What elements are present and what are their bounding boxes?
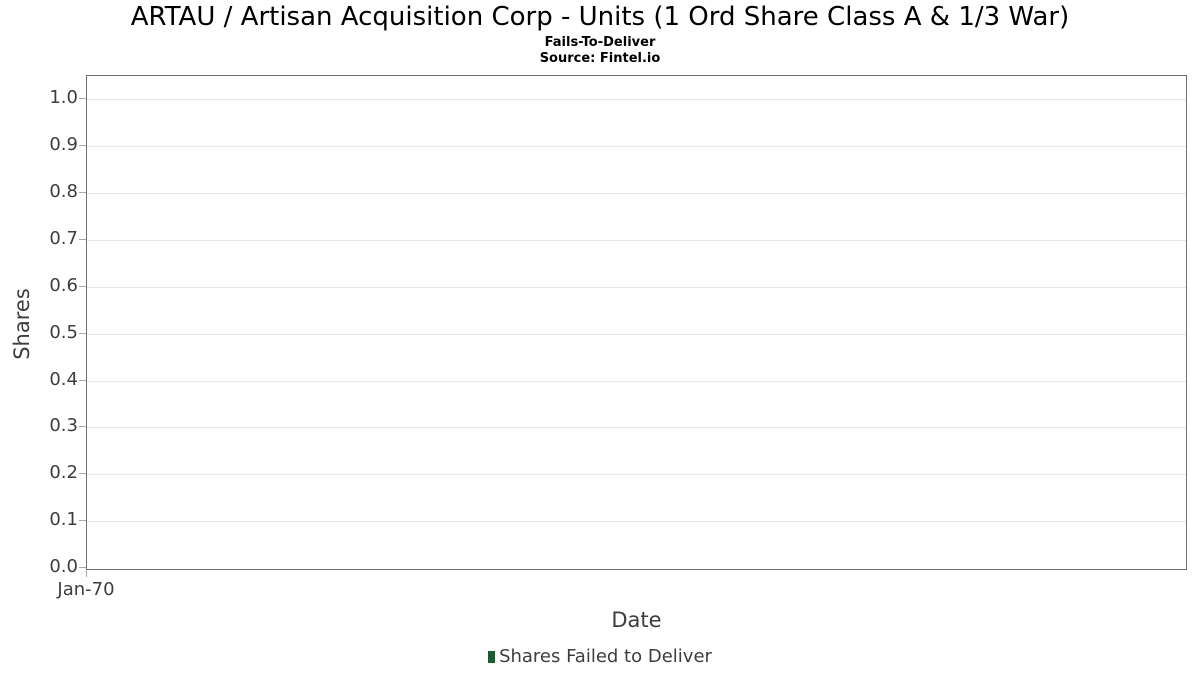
y-tick-mark-1.0 xyxy=(79,98,86,100)
gridline-y-1.0 xyxy=(87,99,1186,101)
y-tick-mark-0.3 xyxy=(79,426,86,428)
y-tick-label-0.4: 0.4 xyxy=(49,368,78,390)
y-tick-label-0.9: 0.9 xyxy=(49,134,78,156)
y-tick-label-0.0: 0.0 xyxy=(49,556,78,577)
y-tick-mark-0.5 xyxy=(79,332,86,334)
y-tick-mark-0.7 xyxy=(79,239,86,240)
y-tick-label-0.5: 0.5 xyxy=(49,321,78,343)
y-tick-label-0.8: 0.8 xyxy=(49,181,78,203)
y-tick-label-1.0: 1.0 xyxy=(49,87,78,109)
gridline-y-0.1 xyxy=(87,521,1186,523)
legend-series-label: Shares Failed to Deliver xyxy=(499,646,712,667)
y-tick-label-0.7: 0.7 xyxy=(49,228,78,249)
gridline-y-0.8 xyxy=(87,193,1186,195)
x-axis-label: Date xyxy=(611,608,662,632)
y-tick-mark-0.2 xyxy=(79,473,86,475)
chart-source-label: Source: Fintel.io xyxy=(539,51,661,66)
y-tick-mark-0.9 xyxy=(79,145,86,147)
x-axis-tick-label: Jan-70 xyxy=(57,579,115,600)
y-tick-mark-0.4 xyxy=(79,379,86,381)
chart-subtitle: Fails-To-Deliver xyxy=(544,35,656,50)
y-tick-mark-0.6 xyxy=(79,285,86,287)
y-tick-label-0.2: 0.2 xyxy=(49,462,78,484)
gridline-y-0.5 xyxy=(87,333,1186,335)
chart-legend: Shares Failed to Deliver xyxy=(0,646,1200,667)
y-tick-mark-0.8 xyxy=(79,192,86,194)
y-tick-mark-0.1 xyxy=(79,520,86,522)
y-axis-label: Shares xyxy=(10,288,34,360)
chart-title: ARTAU / Artisan Acquisition Corp - Units… xyxy=(130,2,1070,32)
gridline-y-0.2 xyxy=(87,474,1186,476)
y-tick-label-0.1: 0.1 xyxy=(49,509,78,531)
legend-series-swatch xyxy=(488,650,496,663)
y-tick-mark-0.0 xyxy=(79,567,86,568)
y-tick-label-0.6: 0.6 xyxy=(49,274,78,296)
plot-area xyxy=(86,75,1187,570)
y-tick-label-0.3: 0.3 xyxy=(49,415,78,437)
gridline-y-0.7 xyxy=(87,240,1186,241)
x-axis-tick-mark xyxy=(86,571,87,577)
gridline-y-0.6 xyxy=(87,286,1186,288)
gridline-y-0.4 xyxy=(87,380,1186,382)
gridline-y-0.9 xyxy=(87,146,1186,148)
gridline-y-0.3 xyxy=(87,427,1186,429)
